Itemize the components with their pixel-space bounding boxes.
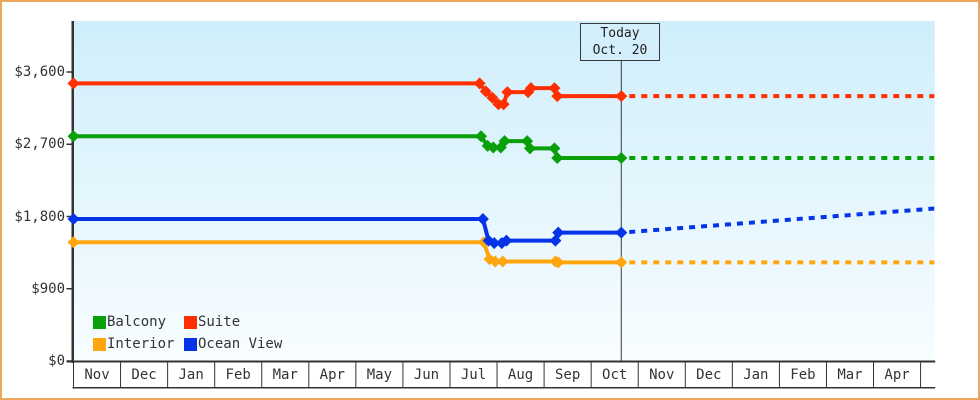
data-point-diamond [501,86,514,99]
legend-item-interior: Interior [93,337,184,352]
month-label: Mar [837,367,863,383]
month-label: Jan [178,367,204,383]
y-axis-line [71,21,74,363]
legend-swatch [184,338,197,351]
x-axis-line [66,360,936,363]
data-point-diamond [473,77,486,90]
data-point-diamond [487,141,500,154]
month-label: Sep [554,367,581,383]
legend-label: Ocean View [198,336,283,352]
data-point-diamond [497,98,510,111]
month-label: Dec [696,367,722,383]
data-point-diamond [548,142,561,155]
series-forecast-ocean-view [621,206,935,235]
legend-label: Balcony [107,314,167,330]
legend-row: Balcony Suite [93,315,282,330]
y-tick-label: $900 [31,280,65,297]
y-tick-label: $0 [48,353,65,369]
legend-swatch [184,316,197,329]
data-point-diamond [551,90,564,103]
data-point-diamond [488,237,501,250]
month-label: Oct [602,367,628,383]
data-point-diamond [476,212,489,225]
data-point-diamond [552,256,565,269]
month-label: Jun [413,367,440,383]
data-point-diamond [67,236,80,249]
legend-label: Suite [198,314,241,330]
legend-swatch [93,316,106,329]
month-label: Mar [272,367,298,383]
data-point-diamond [479,85,492,98]
month-label: Feb [790,367,816,383]
today-annotation-box: Today Oct. 20 [580,23,660,61]
data-point-diamond [615,90,628,103]
data-point-diamond [615,151,628,164]
y-tick-label: $1,800 [14,208,65,225]
data-point-diamond [67,77,80,90]
data-point-diamond [486,91,499,104]
month-label: Jul [460,367,487,383]
data-point-diamond [500,234,513,247]
today-date: Oct. 20 [592,43,648,58]
legend-swatch [93,338,106,351]
legend-item-ocean-view: Ocean View [184,337,282,352]
month-strip-bottom-line [72,387,936,389]
today-label: Today [600,26,640,41]
month-label: Aug [507,367,534,383]
plot-background [73,21,935,361]
month-label: Apr [884,367,910,383]
legend-item-balcony: Balcony [93,315,184,330]
month-label: May [366,367,393,383]
data-point-diamond [552,226,565,239]
legend: Balcony Suite Interior Ocean View [93,315,282,352]
month-label: Dec [131,367,157,383]
month-label: Apr [319,367,345,383]
data-point-diamond [615,226,628,239]
month-label: Feb [225,367,251,383]
data-point-diamond [67,130,80,143]
data-point-diamond [551,151,564,164]
data-point-diamond [524,82,537,95]
data-point-diamond [489,255,502,268]
data-point-diamond [475,130,488,143]
data-point-diamond [496,255,509,268]
legend-item-suite: Suite [184,315,275,330]
legend-label: Interior [107,336,175,352]
data-point-diamond [523,142,536,155]
legend-row: Interior Ocean View [93,337,282,352]
month-label: Nov [649,367,675,383]
month-label: Jan [743,367,769,383]
data-point-diamond [498,135,511,148]
data-point-diamond [67,212,80,225]
data-point-diamond [615,256,628,269]
y-tick-label: $3,600 [14,64,65,80]
month-label: Nov [84,367,110,383]
y-tick-label: $2,700 [14,136,65,153]
